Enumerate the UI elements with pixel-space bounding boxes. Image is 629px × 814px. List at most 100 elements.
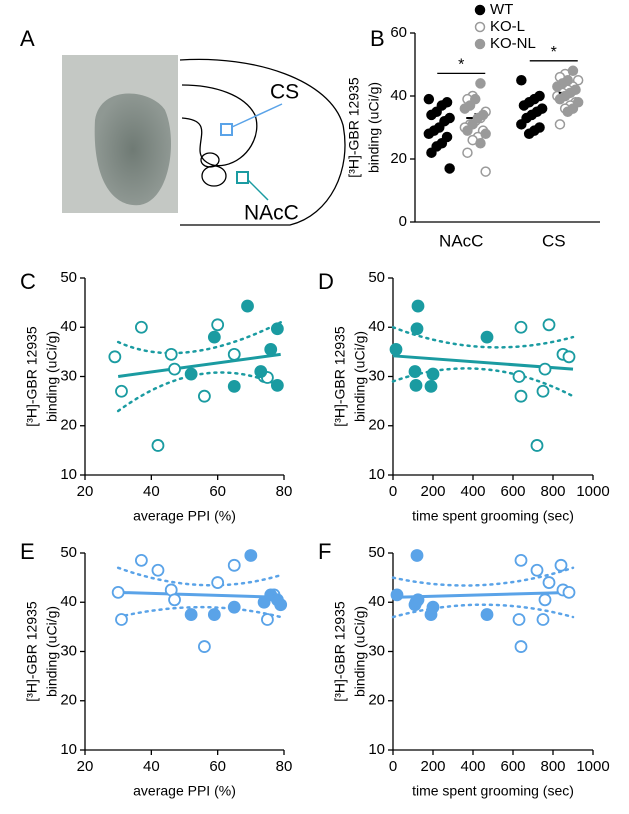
x-tick-label: 200 <box>420 483 445 500</box>
data-point <box>389 343 403 356</box>
x-tick-label: 600 <box>500 758 525 775</box>
y-tick-label: 30 <box>368 642 385 659</box>
x-tick-label: 0 <box>389 758 397 775</box>
x-tick-label: 0 <box>389 483 397 500</box>
y-axis-label: binding (uCi/g) <box>44 331 60 422</box>
legend-label: KO-NL <box>490 35 536 52</box>
x-tick-label: 400 <box>460 758 485 775</box>
x-tick-label: 20 <box>77 483 94 500</box>
data-point <box>462 125 473 136</box>
data-point <box>516 119 527 130</box>
region-label: CS <box>270 81 299 104</box>
x-tick-label: 1000 <box>576 758 609 775</box>
y-tick-label: 30 <box>60 642 77 659</box>
legend-marker <box>474 4 486 16</box>
data-point <box>227 379 241 393</box>
brain-outline <box>179 58 346 226</box>
data-point <box>518 100 530 111</box>
data-point <box>475 78 486 89</box>
y-axis-label: [³H]-GBR 12935 <box>24 601 40 702</box>
y-tick-label: 10 <box>368 741 385 758</box>
x-axis-label: time spent grooming (sec) <box>412 783 574 799</box>
y-tick-label: 10 <box>368 466 385 483</box>
y-tick-label: 50 <box>368 544 385 561</box>
region-label: NAcC <box>244 202 299 225</box>
data-point <box>244 549 258 562</box>
data-point <box>475 138 486 149</box>
data-point <box>512 370 526 383</box>
data-point <box>115 613 128 626</box>
panel-letter: C <box>20 269 36 294</box>
y-tick-label: 50 <box>60 544 77 561</box>
x-tick-label: 800 <box>540 483 565 500</box>
data-point <box>538 362 552 376</box>
y-tick-label: 20 <box>60 692 77 709</box>
data-point <box>264 343 278 356</box>
confidence-band <box>116 371 282 413</box>
y-axis-label: binding (uCi/g) <box>366 82 382 173</box>
data-point <box>542 318 556 332</box>
data-point <box>134 553 148 567</box>
y-tick-label: 10 <box>60 466 77 483</box>
y-tick-label: 50 <box>60 269 77 286</box>
data-point <box>164 347 178 361</box>
x-tick-label: 200 <box>420 758 445 775</box>
x-tick-label: NAcC <box>439 231 483 250</box>
y-tick-label: 50 <box>368 269 385 286</box>
data-point <box>197 640 211 653</box>
data-point <box>274 598 288 612</box>
data-point <box>459 103 471 114</box>
data-point <box>426 367 440 381</box>
y-tick-label: 20 <box>390 150 407 167</box>
data-point <box>168 362 181 376</box>
panel-letter: E <box>20 539 35 564</box>
nacc-box <box>236 171 249 184</box>
data-point <box>197 389 211 403</box>
data-point <box>184 367 198 381</box>
y-axis-label: binding (uCi/g) <box>352 331 368 422</box>
y-tick-label: 40 <box>60 318 77 335</box>
y-tick-label: 20 <box>60 417 77 434</box>
data-point <box>562 586 576 599</box>
confidence-band <box>116 605 282 619</box>
data-point <box>227 600 241 614</box>
data-point <box>207 330 221 344</box>
data-point <box>111 586 125 599</box>
data-point <box>151 563 165 577</box>
data-point <box>270 322 284 336</box>
y-axis-label: [³H]-GBR 12935 <box>24 326 40 427</box>
data-point <box>211 576 225 589</box>
x-tick-label: 20 <box>77 758 94 775</box>
y-tick-label: 30 <box>368 367 385 384</box>
y-tick-label: 0 <box>399 213 407 230</box>
cs-pointer <box>231 103 283 128</box>
data-point <box>554 119 566 130</box>
data-point <box>227 558 241 572</box>
data-point <box>411 593 425 607</box>
y-axis-label: [³H]-GBR 12935 <box>332 601 348 702</box>
confidence-band <box>116 321 282 355</box>
data-point <box>410 549 424 562</box>
data-point <box>207 608 221 621</box>
autoradiograph-signal <box>94 93 172 206</box>
y-axis-label: binding (uCi/g) <box>44 606 60 697</box>
x-tick-label: 40 <box>143 483 160 500</box>
data-point <box>409 378 423 392</box>
legend-label: KO-L <box>490 18 525 35</box>
data-point <box>514 640 528 653</box>
data-point <box>552 81 563 92</box>
regression-line <box>117 352 281 378</box>
x-tick-label: 1000 <box>576 483 609 500</box>
panel-letter: B <box>370 26 385 51</box>
y-tick-label: 40 <box>368 318 385 335</box>
y-axis-label: [³H]-GBR 12935 <box>346 77 362 178</box>
brain-region-outline <box>181 84 258 167</box>
data-point <box>536 613 550 626</box>
y-tick-label: 30 <box>60 367 77 384</box>
data-point <box>426 109 437 121</box>
data-point <box>390 588 404 602</box>
significance-label: * <box>458 57 464 74</box>
data-point <box>261 613 274 626</box>
data-point <box>562 106 573 117</box>
data-point <box>254 365 268 378</box>
